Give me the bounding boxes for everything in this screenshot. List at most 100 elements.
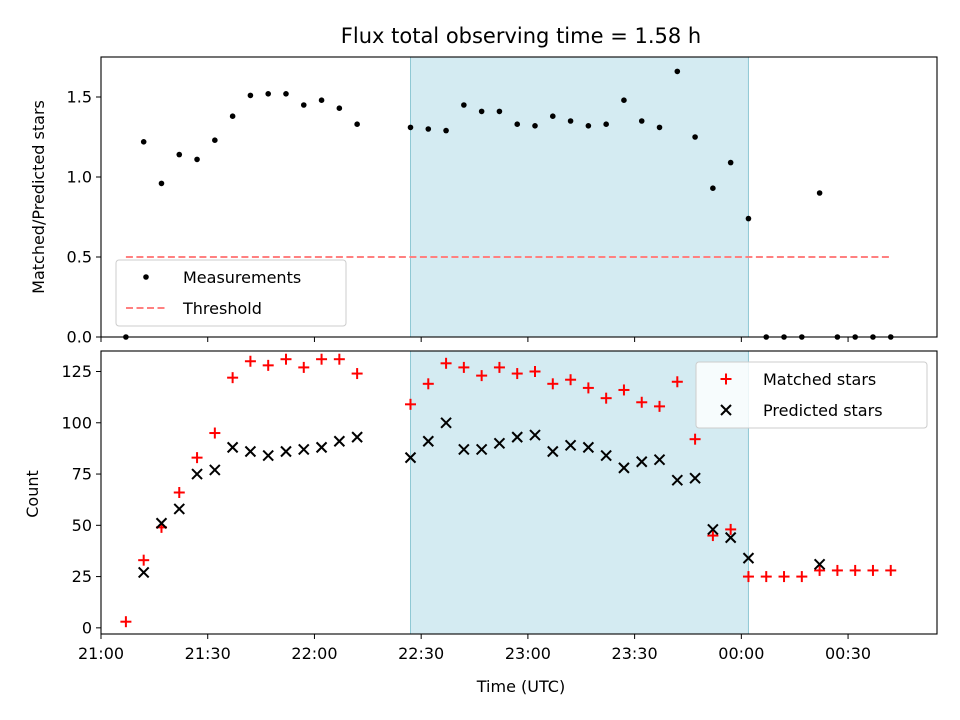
legend-marker-dot	[143, 274, 149, 280]
matched-stars-point	[209, 427, 221, 439]
x-b	[404, 451, 417, 464]
x-b	[173, 503, 185, 515]
measurement-point	[336, 105, 343, 111]
y-tick-label: 25	[72, 567, 92, 586]
x-b	[155, 517, 168, 529]
x-b	[315, 441, 328, 454]
legend-marker-x	[720, 404, 732, 416]
predicted-stars-point	[689, 472, 701, 484]
predicted-stars-point	[226, 441, 239, 454]
measurement-point	[745, 215, 752, 222]
legend: Matched stars Predicted stars	[695, 361, 928, 429]
predicted-stars-point	[671, 474, 684, 486]
matched-stars-point	[742, 571, 754, 583]
x-b	[564, 439, 577, 452]
measurement-point	[176, 151, 183, 158]
matched-stars-point	[173, 487, 185, 498]
y-tick-label: 75	[72, 465, 92, 484]
matched-stars-point	[707, 530, 719, 542]
measurement-point	[621, 97, 627, 103]
legend-label: Predicted stars	[763, 401, 883, 420]
bottom-panel: 0 25 50 75 100 125 21:00 21:30 22:00 22:30 23:00 23…	[61, 350, 938, 663]
predicted-stars-point	[315, 441, 328, 454]
measurement-point	[354, 121, 360, 127]
x-b	[813, 558, 826, 570]
x-b	[511, 431, 523, 443]
matched-stars-point	[440, 357, 452, 369]
x-b	[689, 472, 701, 484]
matched-stars-point	[422, 378, 434, 390]
top-y-axis-label: Matched/Predicted stars	[29, 100, 48, 294]
x-b	[333, 435, 346, 447]
matched-stars-point	[493, 361, 505, 373]
matched-stars-point	[476, 370, 488, 382]
x-b	[226, 441, 239, 454]
x-b	[618, 462, 630, 474]
measurement-point	[656, 124, 663, 131]
predicted-stars-point	[422, 435, 434, 447]
x-b	[191, 468, 203, 480]
matched-stars-point	[849, 564, 861, 576]
x-b	[582, 441, 595, 454]
x-b	[493, 437, 506, 449]
matched-stars-point	[511, 368, 523, 380]
x-tick-label: 23:30	[612, 644, 658, 663]
x-b	[458, 443, 470, 456]
matched-stars-point	[316, 353, 328, 365]
x-b	[547, 445, 559, 458]
x-tick-label: 23:00	[505, 644, 551, 663]
x-tick-label: 21:00	[78, 644, 124, 663]
x-b	[209, 464, 221, 476]
predicted-stars-point	[511, 431, 523, 443]
x-b	[636, 456, 648, 468]
matched-stars-point	[547, 378, 559, 390]
matched-stars-point	[120, 616, 132, 628]
predicted-stars-point	[404, 451, 417, 464]
y-tick-label: 0	[82, 618, 92, 637]
y-tick-label: 0.0	[67, 328, 92, 347]
measurement-point	[407, 124, 414, 131]
y-tick-label: 125	[61, 362, 92, 381]
x-b	[671, 474, 684, 486]
measurement-point	[194, 156, 200, 163]
y-tick-label: 0.5	[67, 248, 92, 267]
predicted-stars-point	[173, 503, 185, 515]
predicted-stars-point	[582, 441, 595, 454]
predicted-stars-point	[564, 439, 577, 452]
matched-stars-point	[600, 392, 612, 404]
y-tick-label: 1.5	[67, 88, 92, 107]
x-b	[724, 531, 737, 544]
matched-stars-point	[298, 361, 310, 373]
measurement-point	[567, 118, 574, 124]
x-b	[742, 552, 755, 564]
matched-stars-point	[404, 398, 416, 410]
matched-stars-point	[138, 554, 150, 566]
y-tick-label: 50	[72, 516, 92, 535]
x-b	[529, 429, 541, 441]
matched-stars-point	[778, 571, 790, 583]
measurement-point	[585, 123, 592, 129]
predicted-stars-point	[813, 558, 826, 570]
measurement-point	[283, 91, 289, 97]
measurement-point	[710, 185, 716, 191]
legend-box	[695, 361, 928, 429]
measurement-point	[674, 68, 681, 75]
predicted-stars-point	[191, 468, 203, 480]
matched-stars-point	[227, 372, 239, 384]
measurement-point	[318, 97, 325, 103]
matched-stars-point	[814, 564, 826, 576]
axes-frame	[100, 350, 938, 635]
shaded-interval	[409, 56, 749, 338]
matched-stars-point	[333, 353, 345, 365]
measurement-point	[443, 127, 449, 134]
measurement-point	[692, 134, 698, 140]
x-b	[422, 435, 434, 447]
measurement-point	[727, 159, 734, 166]
matched-stars-point	[885, 564, 897, 576]
x-b	[244, 445, 257, 458]
matched-stars-point	[725, 523, 737, 535]
matched-stars-point	[280, 353, 292, 365]
x-tick-label: 22:00	[291, 644, 337, 663]
bottom-y-axis-label: Count	[23, 470, 42, 518]
